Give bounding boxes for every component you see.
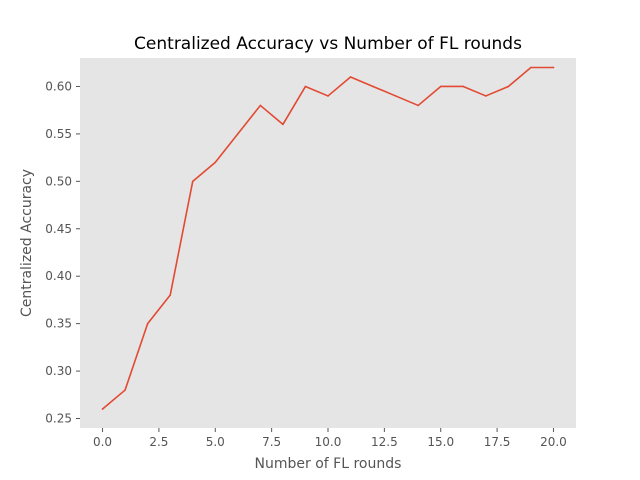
data-point (169, 294, 171, 296)
data-point (552, 66, 555, 69)
data-point (394, 95, 397, 97)
data-point (485, 95, 487, 97)
x-tick-label: 15.0 (427, 435, 454, 449)
y-tick-label: 0.25 (45, 412, 72, 426)
series-layer (101, 66, 555, 410)
y-tick-label: 0.35 (45, 317, 72, 331)
x-axis-label: Number of FL rounds (255, 456, 402, 472)
x-tick-label: 7.5 (262, 435, 281, 449)
x-tick-label: 20.0 (540, 435, 567, 449)
x-tick-label: 10.0 (315, 435, 342, 449)
data-point (372, 85, 374, 88)
data-point (439, 85, 442, 88)
data-point (327, 95, 329, 97)
plot-area (80, 58, 576, 428)
y-tick-label: 0.40 (45, 269, 72, 283)
y-tick-label: 0.55 (45, 127, 72, 141)
data-point (349, 76, 352, 78)
data-point (124, 389, 126, 391)
x-tick-label: 17.5 (484, 435, 511, 449)
data-point (282, 123, 284, 126)
data-point (146, 322, 149, 325)
y-tick-label: 0.45 (45, 222, 72, 236)
data-point (417, 104, 419, 107)
data-point (304, 85, 307, 88)
data-point (462, 85, 465, 88)
y-tick-label: 0.50 (45, 174, 72, 188)
x-tick-label: 0.0 (93, 435, 112, 449)
x-tick-label: 5.0 (206, 435, 225, 449)
x-tick-label: 2.5 (149, 435, 168, 449)
data-point (237, 133, 239, 135)
data-point (214, 161, 217, 164)
y-tick-label: 0.30 (45, 364, 72, 378)
chart-title: Centralized Accuracy vs Number of FL rou… (134, 34, 522, 54)
data-point (507, 85, 510, 88)
data-point (530, 66, 532, 69)
axis-ticks: 0.0 2.5 5.0 7.5 10.0 12.5 15.0 17.5 20.0 0.25 0.30… (45, 79, 567, 449)
data-point (259, 104, 262, 107)
data-point (101, 408, 104, 410)
data-point (191, 180, 194, 183)
y-axis-label: Centralized Accuracy (19, 169, 35, 317)
y-tick-label: 0.60 (45, 79, 72, 93)
x-tick-label: 12.5 (371, 435, 398, 449)
